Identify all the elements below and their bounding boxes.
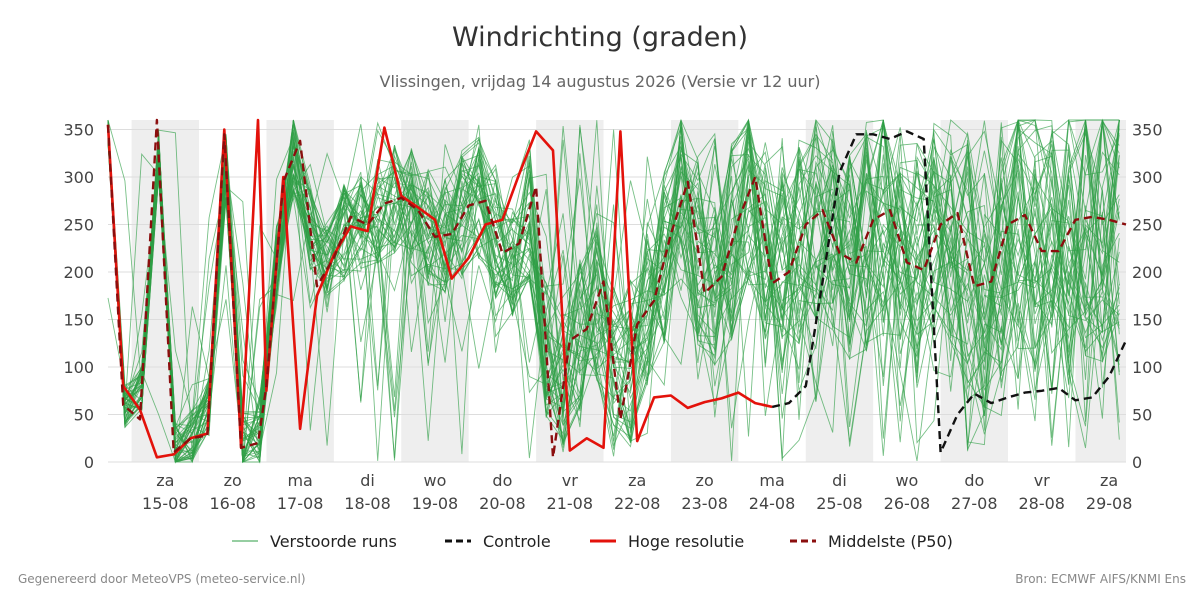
y-tick-label: 50 xyxy=(74,406,94,425)
x-tick-date: 26-08 xyxy=(884,494,931,513)
legend-label: Middelste (P50) xyxy=(828,532,953,551)
legend-label: Hoge resolutie xyxy=(628,532,744,551)
high-resolution-series-line xyxy=(106,118,773,459)
y-tick-label: 150 xyxy=(63,311,94,330)
x-tick-date: 16-08 xyxy=(209,494,256,513)
ensemble-member-line xyxy=(107,119,1120,457)
y-tick-label: 350 xyxy=(63,121,94,140)
y-tick-label: 0 xyxy=(84,453,94,472)
x-tick-date: 15-08 xyxy=(142,494,189,513)
x-tick-date: 24-08 xyxy=(749,494,796,513)
ensemble-member-line xyxy=(107,119,1120,463)
x-tick-date: 23-08 xyxy=(681,494,728,513)
y-tick-label: 350 xyxy=(1132,121,1163,140)
y-tick-label: 50 xyxy=(1132,406,1152,425)
y-tick-label: 200 xyxy=(63,263,94,282)
x-tick-weekday: di xyxy=(832,471,847,490)
x-tick-weekday: ma xyxy=(759,471,784,490)
ensemble-member-line xyxy=(107,129,1120,443)
x-tick-weekday: wo xyxy=(895,471,918,490)
y-tick-label: 150 xyxy=(1132,311,1163,330)
y-axis-left: 0 50 100 150 200 250 300 350 xyxy=(63,121,94,473)
x-axis: za 15-08 zo 16-08 ma 17-08 di 18-08 wo 19-08 do 20-… xyxy=(142,471,1132,513)
chart-subtitle: Vlissingen, vrijdag 14 augustus 2026 (Ve… xyxy=(379,72,821,91)
x-tick-weekday: di xyxy=(360,471,375,490)
y-tick-label: 300 xyxy=(1132,168,1163,187)
x-tick-weekday: zo xyxy=(224,471,242,490)
x-tick-weekday: wo xyxy=(424,471,447,490)
x-tick-date: 29-08 xyxy=(1086,494,1133,513)
x-tick-date: 18-08 xyxy=(344,494,391,513)
x-tick-weekday: vr xyxy=(562,471,578,490)
x-tick-date: 21-08 xyxy=(547,494,594,513)
x-tick-weekday: do xyxy=(492,471,512,490)
x-tick-weekday: do xyxy=(964,471,984,490)
x-tick-weekday: za xyxy=(1100,471,1118,490)
y-tick-label: 250 xyxy=(63,216,94,235)
x-tick-date: 28-08 xyxy=(1018,494,1065,513)
ensemble-member-line xyxy=(107,119,1120,464)
chart-title: Windrichting (graden) xyxy=(451,22,749,53)
median-p50-series-line xyxy=(106,118,1127,459)
y-tick-label: 250 xyxy=(1132,216,1163,235)
x-tick-weekday: za xyxy=(156,471,174,490)
ensemble-member-line xyxy=(107,119,1120,463)
x-tick-date: 22-08 xyxy=(614,494,661,513)
y-axis-right: 0 50 100 150 200 250 300 350 xyxy=(1132,121,1163,473)
y-tick-label: 100 xyxy=(1132,358,1163,377)
y-tick-label: 300 xyxy=(63,168,94,187)
footer-source: Bron: ECMWF AIFS/KNMI Ens xyxy=(1015,572,1186,586)
y-tick-label: 100 xyxy=(63,358,94,377)
x-tick-date: 25-08 xyxy=(816,494,863,513)
footer-credit: Gegenereerd door MeteoVPS (meteo-service… xyxy=(18,572,306,586)
x-tick-weekday: za xyxy=(628,471,646,490)
main-series xyxy=(106,118,1128,459)
x-tick-weekday: vr xyxy=(1034,471,1050,490)
x-tick-date: 17-08 xyxy=(277,494,324,513)
legend: Verstoorde runs Controle Hoge resolutie Mid… xyxy=(232,532,953,551)
x-tick-date: 20-08 xyxy=(479,494,526,513)
x-tick-date: 27-08 xyxy=(951,494,998,513)
y-tick-label: 0 xyxy=(1132,453,1142,472)
control-series-line xyxy=(771,130,1128,454)
x-tick-date: 19-08 xyxy=(412,494,459,513)
y-tick-label: 200 xyxy=(1132,263,1163,282)
legend-label: Controle xyxy=(483,532,551,551)
x-tick-weekday: zo xyxy=(696,471,714,490)
ensemble-member-line xyxy=(107,119,1120,461)
x-tick-weekday: ma xyxy=(287,471,312,490)
legend-label: Verstoorde runs xyxy=(270,532,397,551)
